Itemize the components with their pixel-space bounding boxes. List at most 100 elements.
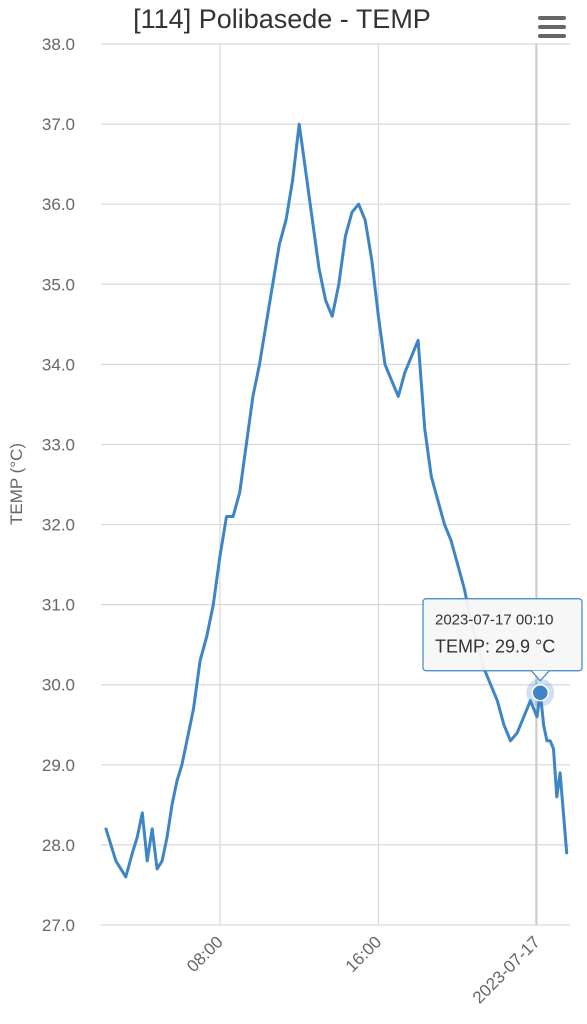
data-point: [134, 834, 140, 840]
grid-lines: [101, 43, 570, 926]
y-tick-label: 36.0: [42, 195, 75, 214]
hover-marker[interactable]: [531, 683, 550, 702]
data-point: [139, 810, 145, 816]
series-layer: [103, 121, 570, 880]
data-point: [455, 562, 461, 568]
data-point: [210, 602, 216, 608]
tooltip-value: TEMP: 29.9 °C: [435, 637, 555, 657]
y-tick-label: 37.0: [42, 115, 75, 134]
tooltip-pointer: [530, 670, 550, 682]
y-axis-ticks: 27.0 28.0 29.0 30.0 31.0 32.0 33.0 34.0 35.0 36.0…: [42, 35, 75, 935]
data-point: [422, 425, 428, 431]
tooltip-box: [422, 598, 583, 672]
data-point: [521, 714, 527, 720]
data-point: [514, 730, 520, 736]
data-point: [564, 850, 570, 856]
y-tick-label: 38.0: [42, 35, 75, 54]
data-point: [270, 281, 276, 287]
y-tick-label: 33.0: [42, 435, 75, 454]
data-point: [296, 121, 302, 127]
data-point: [382, 361, 388, 367]
data-point: [557, 770, 563, 776]
x-tick-label: 08:00: [183, 932, 227, 976]
data-point: [250, 393, 256, 399]
data-point: [204, 634, 210, 640]
data-point: [415, 337, 421, 343]
data-point: [494, 698, 500, 704]
data-point: [184, 738, 190, 744]
data-point: [174, 778, 180, 784]
data-point: [123, 874, 129, 880]
data-point: [442, 522, 448, 528]
y-tick-label: 30.0: [42, 676, 75, 695]
data-point: [534, 714, 540, 720]
data-point: [402, 369, 408, 375]
data-point: [461, 586, 467, 592]
data-point: [224, 514, 230, 520]
y-tick-label: 34.0: [42, 355, 75, 374]
data-point: [409, 353, 415, 359]
y-tick-label: 27.0: [42, 916, 75, 935]
data-point: [435, 498, 441, 504]
data-point: [179, 762, 185, 768]
data-point: [551, 746, 557, 752]
data-point: [356, 201, 362, 207]
x-axis-ticks: 08:00 16:00 2023-07-17: [183, 932, 544, 1007]
tooltip: 2023-07-17 00:10 TEMP: 29.9 °C: [422, 598, 583, 682]
data-point: [191, 706, 197, 712]
data-point: [113, 858, 119, 864]
data-point: [342, 233, 348, 239]
y-axis-title: TEMP (°C): [7, 443, 26, 525]
data-point: [560, 810, 566, 816]
data-point: [149, 826, 155, 832]
data-point: [129, 850, 135, 856]
data-point: [336, 281, 342, 287]
data-point: [501, 722, 507, 728]
data-point: [263, 321, 269, 327]
temperature-series-line: [104, 122, 569, 879]
data-point: [323, 297, 329, 303]
data-point: [169, 802, 175, 808]
y-tick-label: 31.0: [42, 596, 75, 615]
data-point: [375, 313, 381, 319]
data-point: [547, 738, 553, 744]
data-point: [237, 490, 243, 496]
data-point: [362, 217, 368, 223]
data-point: [369, 257, 375, 263]
data-point: [309, 217, 315, 223]
data-point: [144, 858, 150, 864]
data-point: [316, 265, 322, 271]
data-point: [448, 538, 454, 544]
data-point: [243, 442, 249, 448]
data-point: [230, 514, 236, 520]
data-point: [329, 313, 335, 319]
y-tick-label: 29.0: [42, 756, 75, 775]
x-tick-label: 16:00: [342, 932, 386, 976]
data-point: [283, 217, 289, 223]
data-point: [395, 393, 401, 399]
data-point: [541, 722, 547, 728]
data-point: [428, 474, 434, 480]
data-point: [389, 377, 395, 383]
data-point: [508, 738, 514, 744]
data-point: [159, 858, 165, 864]
hamburger-menu-icon[interactable]: [538, 16, 566, 38]
data-point: [276, 241, 282, 247]
data-point: [290, 177, 296, 183]
data-point: [217, 554, 223, 560]
y-tick-label: 32.0: [42, 516, 75, 535]
chart-title: [114] Polibasede - TEMP: [133, 4, 431, 34]
y-tick-label: 35.0: [42, 275, 75, 294]
data-point: [197, 658, 203, 664]
x-tick-label: 2023-07-17: [469, 932, 544, 1007]
data-point: [349, 209, 355, 215]
data-point: [164, 834, 170, 840]
data-point: [257, 361, 263, 367]
tooltip-time: 2023-07-17 00:10: [435, 612, 553, 629]
y-tick-label: 28.0: [42, 836, 75, 855]
data-point: [154, 866, 160, 872]
data-point: [103, 826, 109, 832]
data-point: [303, 169, 309, 175]
data-point: [488, 682, 494, 688]
